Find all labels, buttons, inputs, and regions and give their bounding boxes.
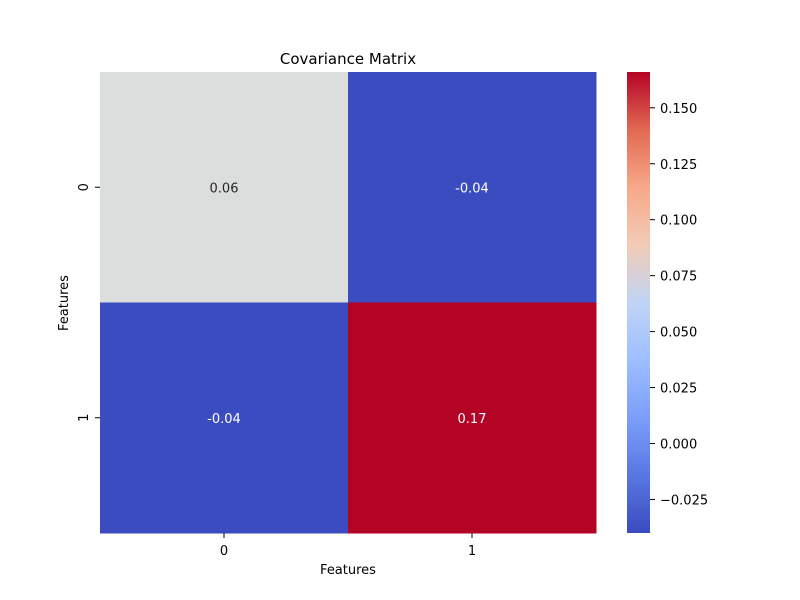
y-axis-label: Features — [57, 275, 72, 331]
colorbar-tick-label: 0.025 — [660, 382, 697, 397]
heatmap-cell — [348, 72, 597, 303]
cell-value-label: 0.06 — [210, 181, 239, 196]
cell-value-label: -0.04 — [455, 181, 489, 196]
chart-title: Covariance Matrix — [280, 50, 416, 68]
colorbar-tick-label: 0.075 — [660, 270, 697, 285]
colorbar-tick-label: 0.050 — [660, 326, 697, 341]
heatmap-cell — [100, 72, 349, 303]
colorbar-tick-label: 0.100 — [660, 214, 697, 229]
x-axis-label: Features — [320, 563, 376, 578]
y-axis-ticks: 01 — [77, 183, 100, 422]
colorbar-ticks: −0.025 0.000 0.025 0.050 0.075 0.100 0.125 0.15… — [650, 102, 708, 508]
cell-value-label: -0.04 — [207, 412, 241, 427]
y-tick-label: 0 — [77, 183, 92, 191]
colorbar-tick-label: 0.125 — [660, 158, 697, 173]
heatmap-cell — [100, 302, 349, 534]
heatmap-cell-labels: 0.06 -0.04 -0.04 0.17 — [207, 181, 489, 427]
colorbar — [627, 72, 650, 533]
heatmap-cells — [100, 72, 597, 534]
heatmap-cell — [348, 302, 597, 534]
colorbar-tick-label: 0.000 — [660, 437, 697, 452]
cell-value-label: 0.17 — [458, 412, 487, 427]
y-tick-label: 1 — [77, 414, 92, 422]
colorbar-tick-label: −0.025 — [660, 493, 708, 508]
colorbar-tick-label: 0.150 — [660, 102, 697, 117]
x-tick-label: 1 — [468, 544, 476, 559]
x-tick-label: 0 — [220, 544, 228, 559]
